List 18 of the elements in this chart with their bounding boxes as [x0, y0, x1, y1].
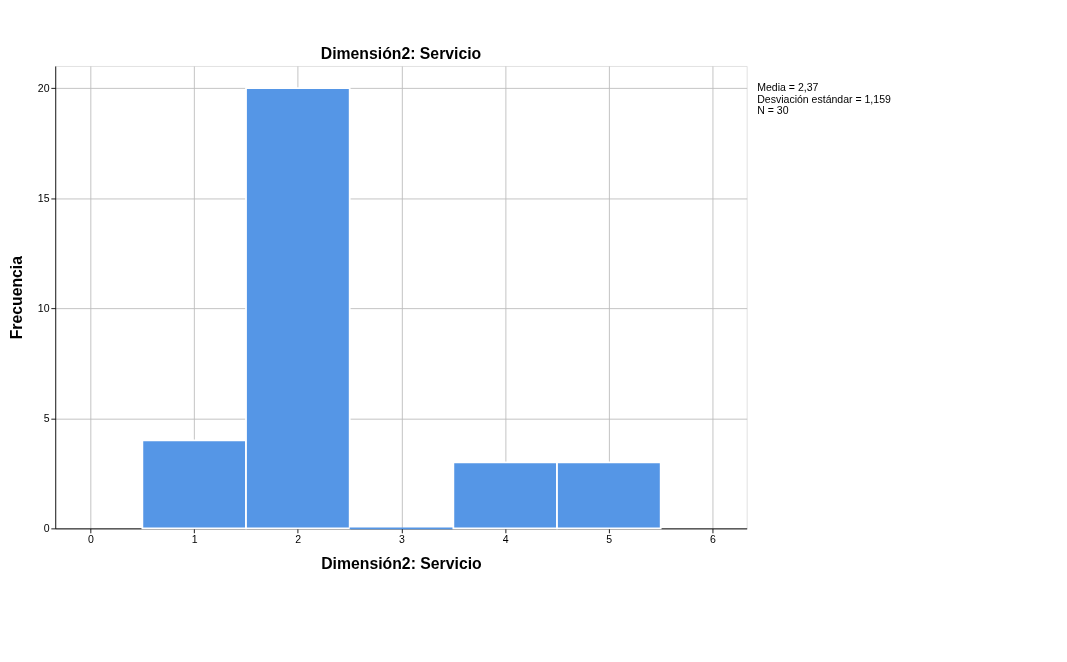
chart-title: Dimensión2: Servicio — [320, 44, 482, 62]
x-tick-label: 4 — [502, 532, 509, 545]
y-tick-label: 0 — [43, 522, 50, 535]
x-tick-label: 0 — [88, 532, 95, 545]
y-axis-title: Frecuencia — [8, 255, 26, 340]
x-tick-label: 2 — [295, 532, 302, 545]
x-axis-title: Dimensión2: Servicio — [321, 555, 483, 573]
x-tick-label: 3 — [399, 532, 406, 545]
x-tick-label: 1 — [191, 532, 198, 545]
y-tick-label: 20 — [37, 81, 50, 94]
y-tick-label: 10 — [37, 302, 50, 315]
y-tick-label: 15 — [37, 192, 50, 205]
x-tick-label: 5 — [606, 532, 613, 545]
y-tick-label: 5 — [43, 412, 50, 425]
text: N = 30 — [757, 104, 789, 117]
text: Media = 2,37 — [757, 81, 819, 94]
text: Desviación estándar = 1,159 — [757, 92, 891, 105]
x-tick-label: 6 — [710, 532, 717, 545]
